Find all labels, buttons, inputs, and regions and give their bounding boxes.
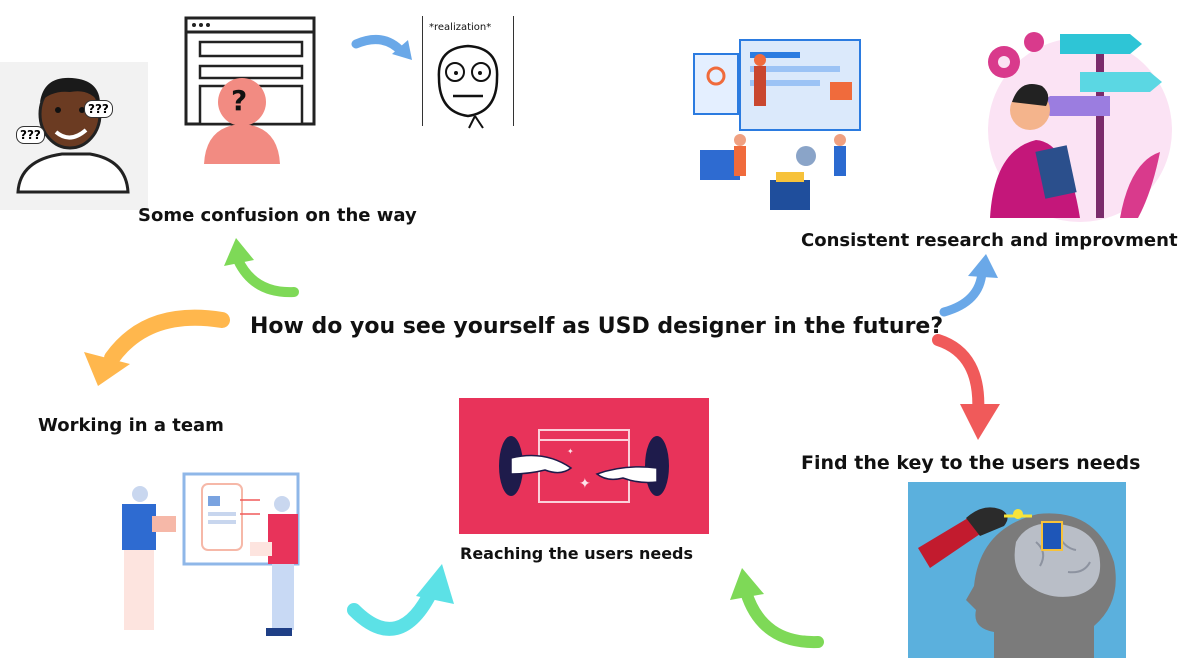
svg-text:✦: ✦ — [567, 447, 574, 456]
brain-key-card — [908, 482, 1126, 658]
reaching-card: ✦ ✦ — [459, 398, 709, 534]
label-key: Find the key to the users needs — [801, 452, 1141, 474]
confused-person-sticker: ??? ??? — [0, 62, 148, 210]
question-glyph: ? — [231, 84, 248, 117]
arrow-blue-to-research — [939, 254, 998, 317]
browser-question-illustration — [184, 16, 316, 164]
question-marks-left: ??? — [16, 126, 45, 144]
brain-key-illustration — [918, 507, 1116, 658]
realization-face — [437, 44, 499, 129]
center-question: How do you see yourself as USD designer … — [250, 314, 944, 339]
team-whiteboard-illustration — [122, 472, 300, 636]
meme-caption: *realization* — [429, 22, 492, 33]
arrow-green-to-confusion — [224, 238, 299, 298]
label-research: Consistent research and improvment — [801, 230, 1178, 251]
realization-meme: *realization* — [422, 16, 514, 129]
arrow-red-to-key — [932, 334, 1000, 440]
research-team-illustration — [693, 39, 861, 210]
svg-text:✦: ✦ — [579, 476, 591, 492]
arrow-cyan-to-reaching — [347, 564, 454, 636]
arrow-green-to-reaching — [730, 568, 824, 649]
label-confusion: Some confusion on the way — [138, 205, 417, 226]
label-reaching: Reaching the users needs — [460, 544, 694, 563]
confused-person-illustration — [16, 77, 130, 194]
arrow-to-realization — [351, 35, 412, 60]
question-marks-right: ??? — [84, 100, 113, 118]
arrow-orange-to-team — [84, 309, 230, 386]
label-team: Working in a team — [38, 415, 224, 436]
signpost-illustration — [988, 32, 1172, 222]
hands-reaching-illustration: ✦ ✦ — [499, 429, 669, 503]
